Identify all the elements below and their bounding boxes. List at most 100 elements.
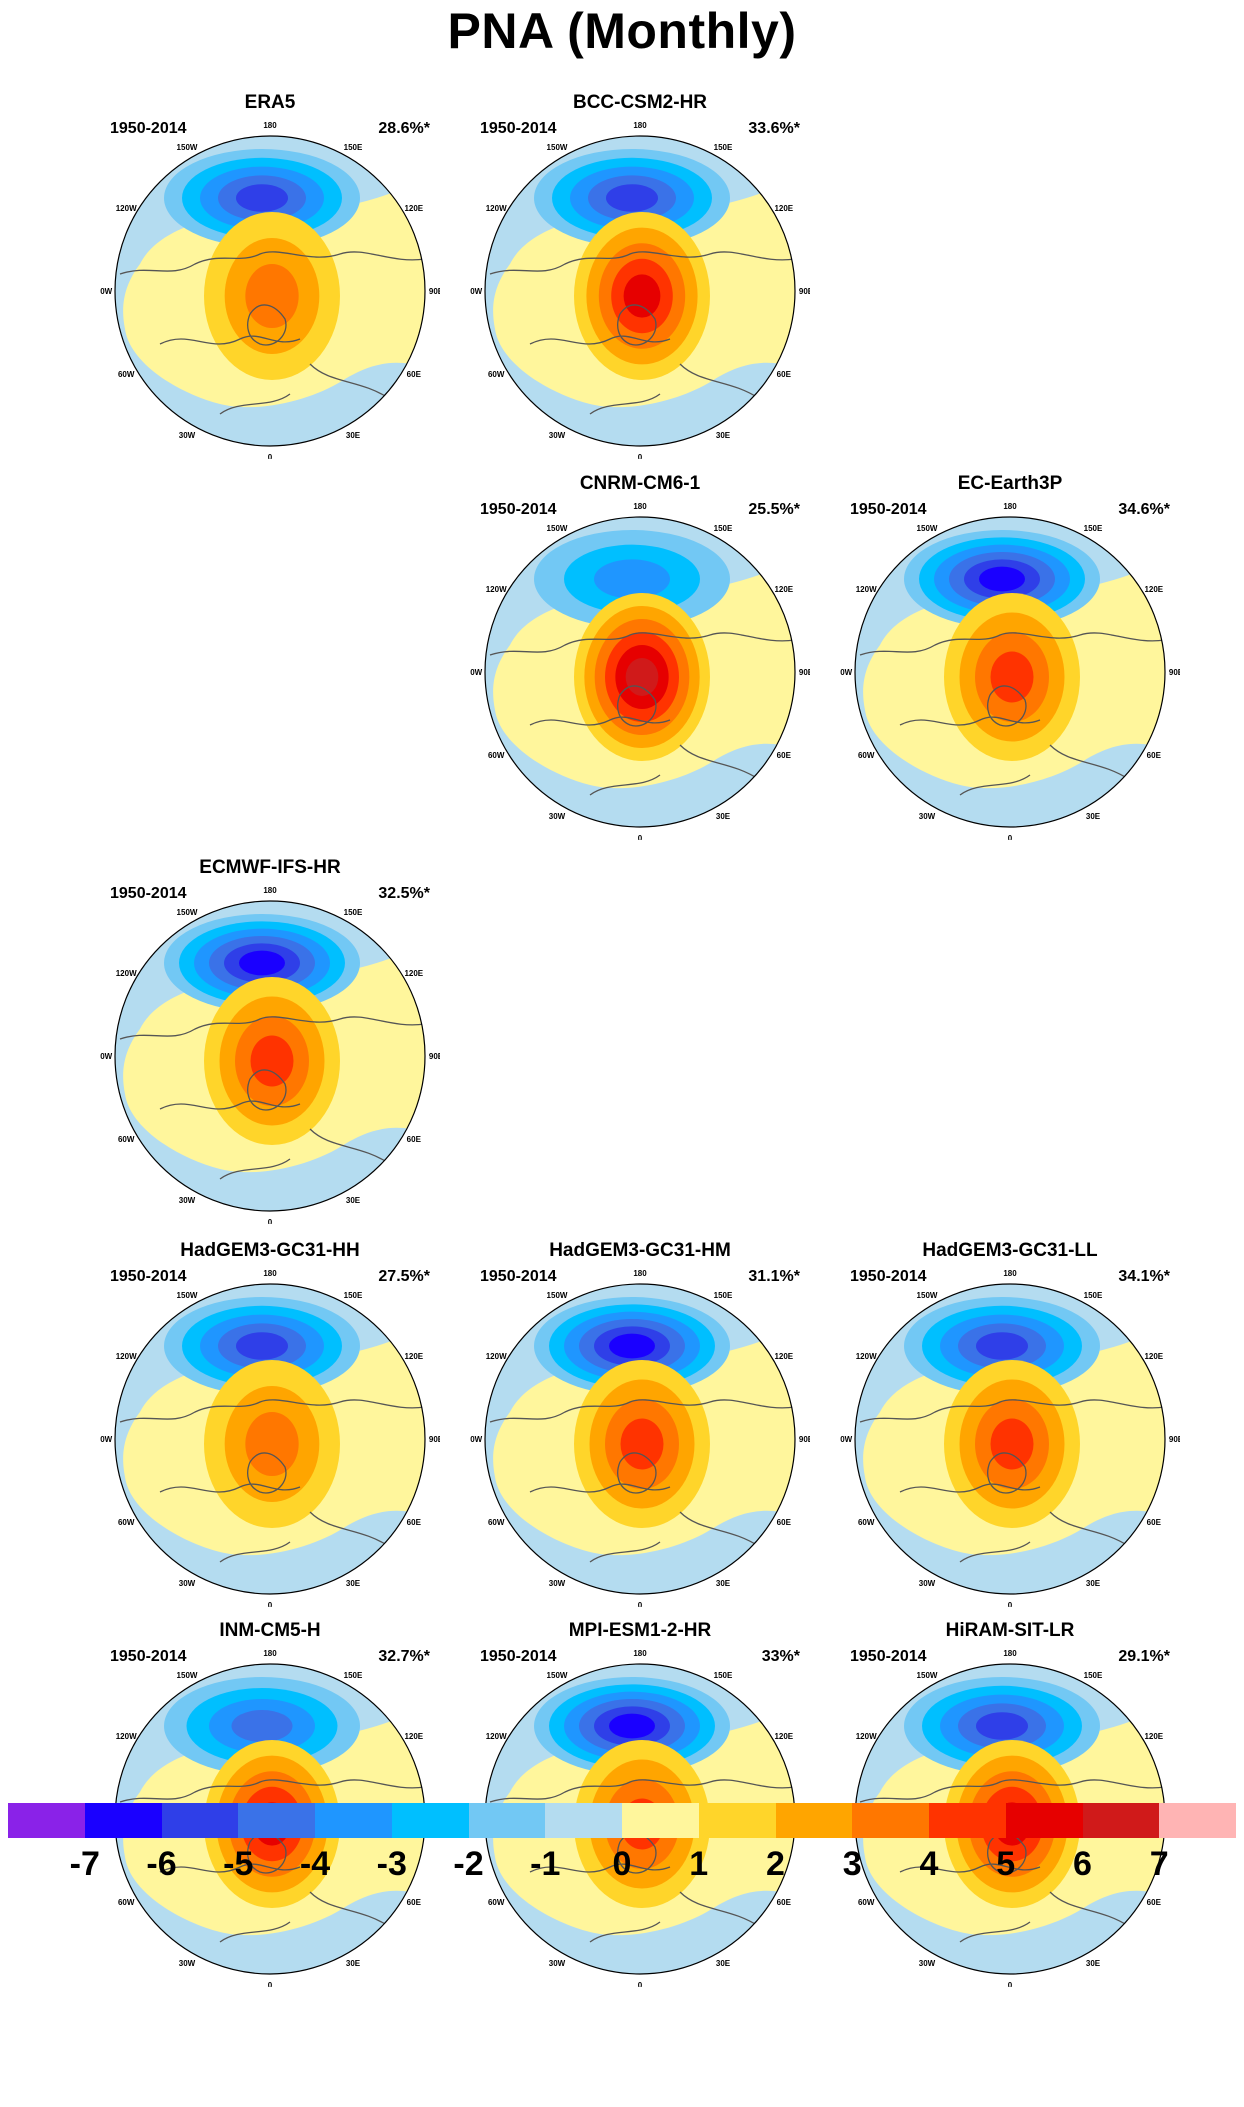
period-label: 1950-2014 <box>480 120 557 137</box>
longitude-label: 120E <box>404 1352 423 1361</box>
longitude-label: 90W <box>100 1052 113 1061</box>
longitude-label: 60W <box>488 1898 505 1907</box>
longitude-label: 120W <box>116 1732 137 1741</box>
longitude-label: 120W <box>116 1352 137 1361</box>
map-panel: HadGEM3-GC31-LL 1950-2014 34.1%* 180 150E 120… <box>840 1240 1180 1610</box>
period-label: 1950-2014 <box>110 885 187 902</box>
map-boundary <box>854 516 1166 828</box>
longitude-label: 120W <box>486 204 507 213</box>
longitude-label: 30E <box>346 431 361 440</box>
colorbar-cell <box>1159 1803 1236 1838</box>
longitude-label: 60E <box>407 370 422 379</box>
longitude-label: 30E <box>1086 1959 1101 1968</box>
colorbar-cell <box>622 1803 699 1838</box>
longitude-label: 60W <box>488 751 505 760</box>
longitude-label: 60W <box>858 1518 875 1527</box>
negative-anomaly-contour <box>979 566 1025 592</box>
longitude-label: 150W <box>547 143 568 152</box>
longitude-label: 120E <box>1144 1352 1163 1361</box>
colorbar <box>8 1803 1236 1838</box>
coastlines <box>119 1779 425 1943</box>
negative-anomaly-contour <box>231 1710 293 1742</box>
longitude-label: 30E <box>346 1959 361 1968</box>
longitude-label: 90W <box>470 287 483 296</box>
longitude-label: 60W <box>858 1898 875 1907</box>
colorbar-tick-label: 0 <box>612 1845 632 1883</box>
longitude-label: 30W <box>549 431 566 440</box>
longitude-label: 60E <box>777 370 792 379</box>
longitude-label: 90E <box>799 668 810 677</box>
polar-map: 180 150E 120E 90E 60E 30E 0 30W 60W 90W 120W 150W <box>470 121 810 459</box>
longitude-label: 90E <box>799 287 810 296</box>
longitude-label: 90W <box>470 668 483 677</box>
longitude-label: 120W <box>116 969 137 978</box>
longitude-label: 60E <box>407 1898 422 1907</box>
longitude-label: 180 <box>263 121 277 130</box>
longitude-label: 30E <box>716 1959 731 1968</box>
negative-anomaly-contour <box>236 184 288 212</box>
longitude-label: 90E <box>429 1052 440 1061</box>
longitude-label: 30E <box>346 1579 361 1588</box>
coastlines <box>119 1399 425 1563</box>
longitude-label: 60W <box>858 751 875 760</box>
longitude-label: 150E <box>1084 1291 1103 1300</box>
longitude-label: 120W <box>856 1732 877 1741</box>
panel-title: HiRAM-SIT-LR <box>945 1620 1075 1641</box>
colorbar-tick-label: -6 <box>146 1845 177 1883</box>
longitude-label: 150E <box>344 1291 363 1300</box>
colorbar-cell <box>84 1803 162 1838</box>
positive-anomaly-contour <box>625 658 659 696</box>
colorbar-tick-label: -2 <box>453 1845 484 1883</box>
longitude-label: 60E <box>407 1135 422 1144</box>
longitude-label: 30W <box>549 1579 566 1588</box>
polar-map: 180 150E 120E 90E 60E 30E 0 30W 60W 90W 120W 150W <box>470 1269 810 1607</box>
colorbar-tick-label: -5 <box>223 1845 254 1883</box>
longitude-label: 60E <box>777 1898 792 1907</box>
longitude-label: 120E <box>1144 1732 1163 1741</box>
longitude-label: 120W <box>486 585 507 594</box>
longitude-label: 120E <box>404 204 423 213</box>
longitude-label: 180 <box>1003 502 1017 511</box>
longitude-label: 120E <box>774 204 793 213</box>
panel-title: HadGEM3-GC31-HH <box>180 1240 360 1261</box>
longitude-label: 60E <box>777 1518 792 1527</box>
negative-anomaly-contour <box>239 950 285 976</box>
longitude-label: 120E <box>404 1732 423 1741</box>
longitude-label: 30E <box>716 1579 731 1588</box>
longitude-label: 150W <box>177 1671 198 1680</box>
longitude-label: 150W <box>177 1291 198 1300</box>
map-panel: EC-Earth3P 1950-2014 34.6%* 180 150E 120E 90E 6… <box>840 473 1180 843</box>
variance-label: 34.6%* <box>1118 501 1170 518</box>
longitude-label: 90W <box>100 287 113 296</box>
longitude-label: 120E <box>404 969 423 978</box>
variance-label: 33.6%* <box>748 120 800 137</box>
colorbar-cell <box>775 1803 853 1838</box>
longitude-label: 0 <box>268 1218 273 1224</box>
positive-anomaly-contour <box>245 264 299 328</box>
negative-anomaly-contour <box>976 1712 1028 1740</box>
colorbar-cell <box>852 1803 929 1838</box>
longitude-label: 60E <box>1147 751 1162 760</box>
variance-label: 32.7%* <box>378 1648 430 1665</box>
longitude-label: 150E <box>714 524 733 533</box>
longitude-label: 90E <box>1169 1435 1180 1444</box>
longitude-label: 120E <box>774 1352 793 1361</box>
colorbar-cell <box>545 1803 622 1838</box>
longitude-label: 150E <box>714 1291 733 1300</box>
longitude-label: 150W <box>917 1671 938 1680</box>
colorbar-cell <box>468 1803 546 1838</box>
figure-title: PNA (Monthly) <box>447 3 797 59</box>
map-boundary <box>114 1283 426 1595</box>
map-boundary <box>114 900 426 1212</box>
longitude-label: 0 <box>1008 1601 1013 1607</box>
longitude-label: 30E <box>716 431 731 440</box>
longitude-label: 0 <box>638 1981 643 1987</box>
longitude-label: 180 <box>263 886 277 895</box>
polar-map: 180 150E 120E 90E 60E 30E 0 30W 60W 90W 120W 150W <box>100 1269 440 1607</box>
longitude-label: 30W <box>549 1959 566 1968</box>
longitude-label: 30W <box>919 1959 936 1968</box>
colorbar-cell <box>161 1803 239 1838</box>
variance-label: 33%* <box>761 1648 800 1665</box>
longitude-label: 120E <box>774 1732 793 1741</box>
longitude-label: 180 <box>633 1269 647 1278</box>
